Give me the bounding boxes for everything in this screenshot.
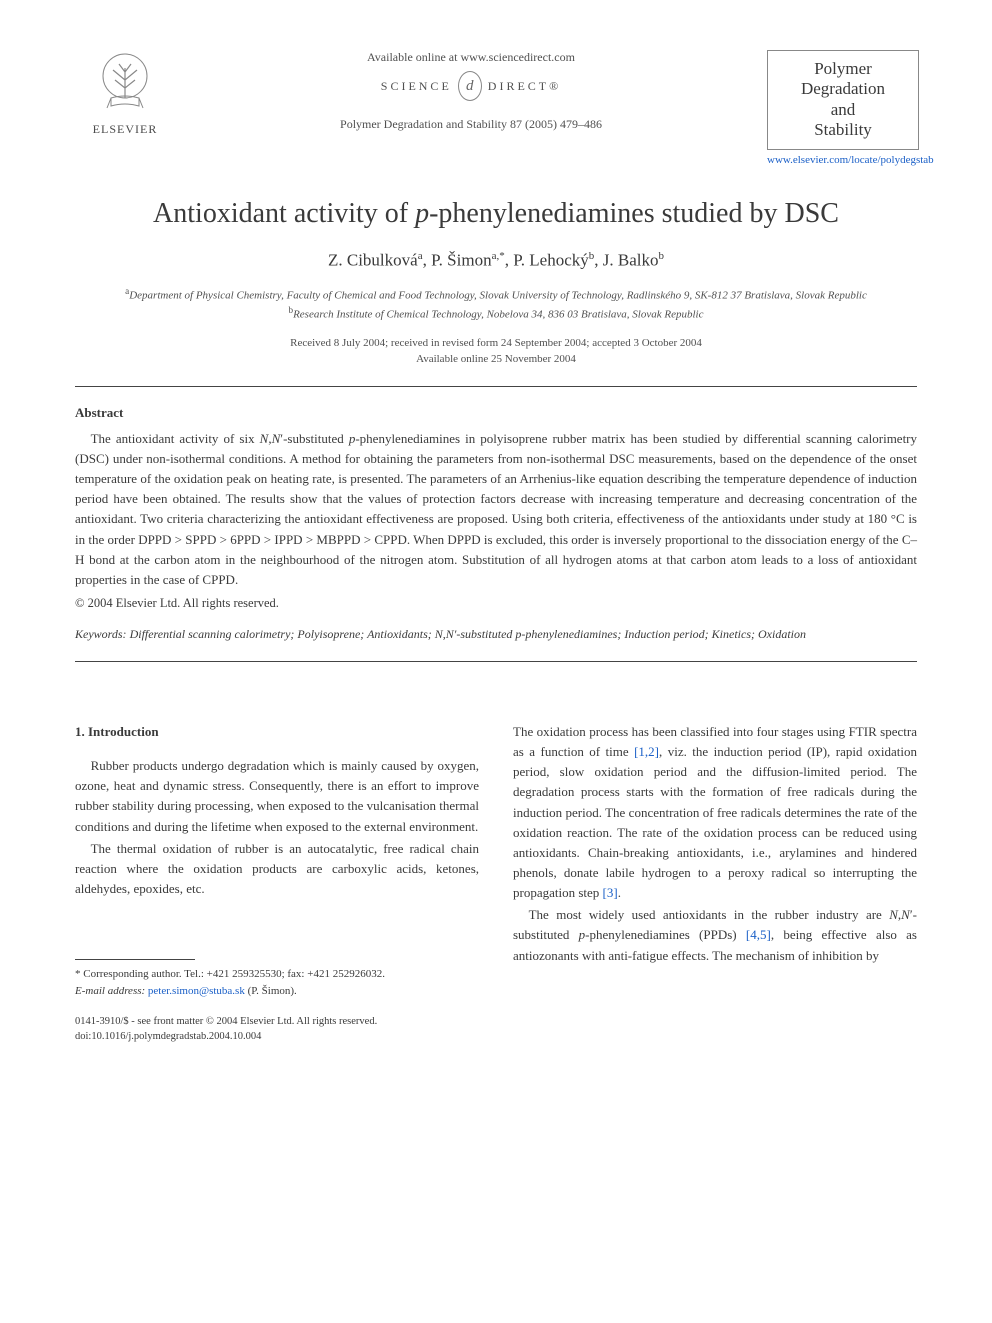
elsevier-tree-icon — [93, 50, 157, 120]
journal-name-2: Degradation — [778, 79, 908, 99]
journal-name-4: Stability — [778, 120, 908, 140]
col2-p1-c: . — [618, 885, 621, 900]
sd-d-icon: d — [458, 71, 482, 101]
rule-top — [75, 386, 917, 387]
journal-title-box: Polymer Degradation and Stability — [767, 50, 919, 150]
footer-line-2: doi:10.1016/j.polymdegradstab.2004.10.00… — [75, 1030, 479, 1045]
rule-bottom — [75, 661, 917, 662]
journal-homepage-link[interactable]: www.elsevier.com/locate/polydegstab — [767, 154, 917, 166]
column-left: 1. Introduction Rubber products undergo … — [75, 722, 479, 1045]
article-dates: Received 8 July 2004; received in revise… — [75, 335, 917, 368]
ref-link-3[interactable]: [3] — [603, 885, 618, 900]
journal-name-3: and — [778, 100, 908, 120]
available-online-text: Available online at www.sciencedirect.co… — [185, 50, 757, 65]
affiliation-b-text: Research Institute of Chemical Technolog… — [293, 308, 703, 320]
footer-line-1: 0141-3910/$ - see front matter © 2004 El… — [75, 1015, 479, 1030]
email-label: E-mail address: — [75, 985, 145, 997]
page-footer: 0141-3910/$ - see front matter © 2004 El… — [75, 1015, 479, 1044]
affiliation-a-text: Department of Physical Chemistry, Facult… — [129, 289, 867, 301]
dates-line1: Received 8 July 2004; received in revise… — [75, 335, 917, 352]
col1-para-2: The thermal oxidation of rubber is an au… — [75, 839, 479, 899]
page: ELSEVIER Available online at www.science… — [0, 0, 992, 1085]
ref-link-1-2[interactable]: [1,2] — [634, 744, 659, 759]
copyright-line: © 2004 Elsevier Ltd. All rights reserved… — [75, 596, 917, 611]
affiliations: aDepartment of Physical Chemistry, Facul… — [75, 285, 917, 323]
elsevier-label: ELSEVIER — [93, 122, 158, 137]
article-title: Antioxidant activity of p-phenylenediami… — [75, 196, 917, 232]
journal-box-wrap: Polymer Degradation and Stability www.el… — [767, 50, 917, 166]
sd-right: DIRECT® — [488, 79, 561, 94]
title-post: -phenylenediamines studied by DSC — [429, 198, 839, 229]
column-right: The oxidation process has been classifie… — [513, 722, 917, 1045]
ref-link-4-5[interactable]: [4,5] — [746, 927, 771, 942]
title-pre: Antioxidant activity of — [153, 198, 415, 229]
center-header: Available online at www.sciencedirect.co… — [175, 50, 767, 132]
dates-line2: Available online 25 November 2004 — [75, 351, 917, 368]
footnotes: * Corresponding author. Tel.: +421 25932… — [75, 966, 479, 999]
col2-para-1: The oxidation process has been classifie… — [513, 722, 917, 903]
sd-left: SCIENCE — [381, 79, 452, 94]
abstract-heading: Abstract — [75, 405, 917, 421]
two-column-body: 1. Introduction Rubber products undergo … — [75, 722, 917, 1045]
abstract-body: The antioxidant activity of six N,N′-sub… — [75, 429, 917, 590]
header-row: ELSEVIER Available online at www.science… — [75, 50, 917, 166]
email-line: E-mail address: peter.simon@stuba.sk (P.… — [75, 983, 479, 1000]
journal-reference: Polymer Degradation and Stability 87 (20… — [185, 117, 757, 132]
journal-name-1: Polymer — [778, 59, 908, 79]
keywords-label: Keywords: — [75, 627, 127, 641]
affiliation-a: aDepartment of Physical Chemistry, Facul… — [75, 285, 917, 304]
corresponding-author: * Corresponding author. Tel.: +421 25932… — [75, 966, 479, 983]
title-italic: p — [415, 198, 429, 229]
keywords-text: Differential scanning calorimetry; Polyi… — [127, 627, 806, 641]
section-1-heading: 1. Introduction — [75, 722, 479, 742]
email-link[interactable]: peter.simon@stuba.sk — [148, 985, 245, 997]
email-name: (P. Šimon). — [245, 985, 297, 997]
publisher-logo-block: ELSEVIER — [75, 50, 175, 137]
author-list: Z. Cibulkováa, P. Šimona,*, P. Lehockýb,… — [75, 250, 917, 271]
affiliation-b: bResearch Institute of Chemical Technolo… — [75, 304, 917, 323]
col2-para-2: The most widely used antioxidants in the… — [513, 905, 917, 965]
keywords: Keywords: Differential scanning calorime… — [75, 625, 917, 643]
col2-p1-b: , viz. the induction period (IP), rapid … — [513, 744, 917, 900]
footnote-separator — [75, 959, 195, 960]
science-direct-logo: SCIENCE d DIRECT® — [185, 71, 757, 101]
col1-para-1: Rubber products undergo degradation whic… — [75, 756, 479, 837]
